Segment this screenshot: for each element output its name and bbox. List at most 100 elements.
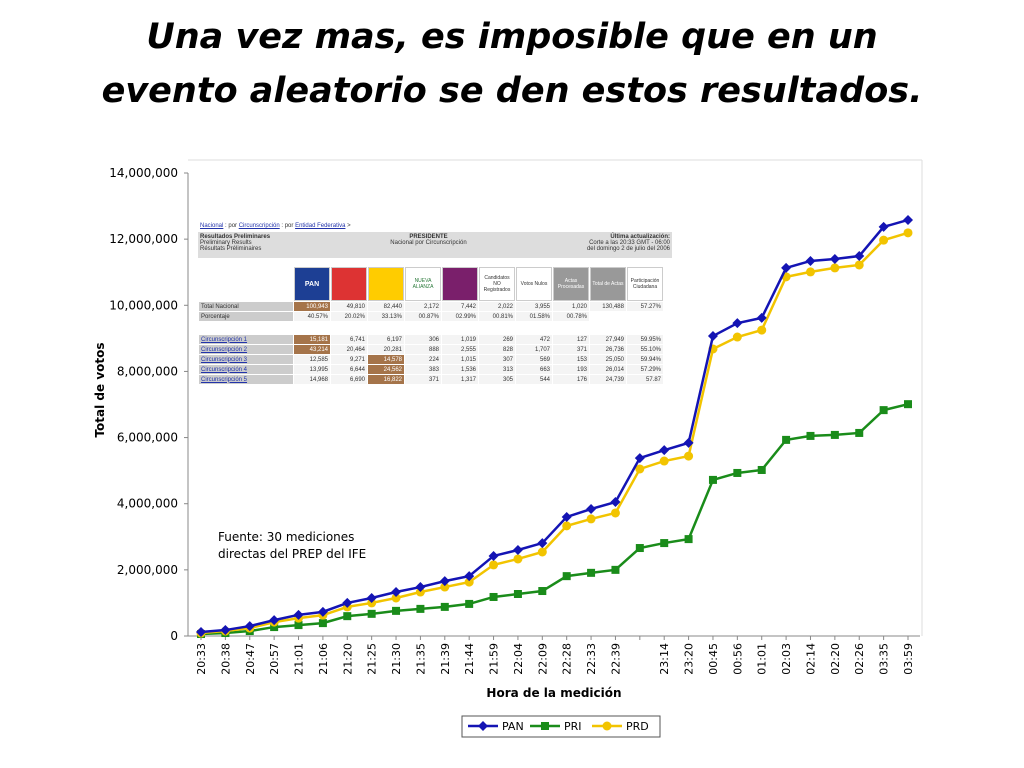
marker [879,235,889,245]
slide-title: evento aleatorio se den estos resultados… [102,71,923,111]
cell: 82,440 [368,302,404,311]
cell: 6,690 [331,375,367,384]
marker [440,602,449,611]
cell: 59.95% [627,335,663,344]
marker [781,262,792,273]
marker [244,621,255,632]
marker [660,539,669,548]
marker [342,597,353,608]
y-tick-label: 0 [170,629,178,643]
column-header: NUEVA ALIANZA [405,267,441,301]
cell: 00.81% [479,312,515,321]
column-header: Participación Ciudadana [627,267,663,301]
x-tick-label: 00:56 [731,643,744,675]
column-header: Candidatos NO Registrados [479,267,515,301]
x-tick-label: 01:01 [756,643,769,675]
cell: 828 [479,345,515,354]
x-axis-title: Hora de la medición [486,686,621,700]
marker [586,514,596,524]
header-text: Résultats Préliminaires [200,246,262,252]
marker [733,468,742,477]
cell: 24,562 [368,365,404,374]
cell: 127 [553,335,589,344]
column-header: Actas Procesadas [553,267,589,301]
x-tick-label: 23:20 [683,643,696,675]
marker [269,615,280,626]
marker [610,508,620,518]
marker [562,572,571,581]
cell: 43,214 [294,345,330,354]
cell: 224 [405,355,441,364]
column-header [368,267,404,301]
column-header [331,267,367,301]
y-tick-label: 12,000,000 [109,232,178,246]
cell: 3,955 [516,302,552,311]
marker [611,565,620,574]
x-tick-label: 21:44 [463,643,476,675]
legend-box [461,715,661,738]
series-line [200,402,909,636]
header-text: PRESIDENTE [409,234,448,240]
cell: 9,271 [331,355,367,364]
cell: 24,739 [590,375,626,384]
marker [878,221,889,232]
x-tick-label: 22:04 [512,643,525,675]
header-text: Resultados Preliminares [200,234,271,240]
legend-label: PRI [564,720,582,733]
marker [343,612,352,621]
x-tick-label: 21:20 [341,643,354,675]
cell: 1,536 [442,365,478,374]
cell: 16,822 [368,375,404,384]
cell: 130,488 [590,302,626,311]
marker [318,619,327,628]
x-tick-label: 02:03 [780,643,793,675]
x-tick-label: 20:38 [219,643,232,675]
cell: 7,442 [442,302,478,311]
prep-table-image: Nacional : por Circunscripción : por Ent… [198,220,672,426]
cell: 27,949 [590,335,626,344]
marker [537,547,547,557]
table-row: Circunscripción 3 12,585 9,271 14,578 224 1,0… [199,355,663,364]
breadcrumb-item: Circunscripción [238,223,280,229]
cell: 2,172 [405,302,441,311]
cell: 544 [516,375,552,384]
results-table: PAN NUEVA ALIANZA Candidatos NO Registrado… [198,266,664,385]
cell: 6,741 [331,335,367,344]
marker [782,435,791,444]
marker [830,263,840,273]
cell: 57.29% [627,365,663,374]
column-header [442,267,478,301]
y-tick-label: 10,000,000 [109,298,178,312]
cell: 269 [479,335,515,344]
y-tick-label: 8,000,000 [117,364,178,378]
x-tick-label: 02:14 [804,643,817,675]
cell: 153 [553,355,589,364]
marker [538,587,547,596]
cell: 888 [405,345,441,354]
marker [879,406,888,415]
cell: 20,464 [331,345,367,354]
x-tick-label: 03:35 [878,643,891,675]
cell: 383 [405,365,441,374]
marker [829,253,840,264]
x-tick-label: 22:33 [585,643,598,675]
marker [439,576,450,587]
y-tick-label: 2,000,000 [117,563,178,577]
slide-title: Una vez mas, es imposible que en un [146,17,877,57]
marker [903,228,913,238]
row-label: Total Nacional [199,302,293,311]
marker [196,627,206,638]
marker [220,625,231,636]
table-row: Circunscripción 5 14,968 6,690 16,822 371 1,3… [199,375,663,384]
cell: 00.78% [553,312,589,321]
header-text: Preliminary Results [200,240,252,246]
x-tick-label: 20:47 [244,643,257,675]
marker [659,445,670,456]
x-tick-label: 00:45 [707,643,720,675]
cell: 306 [405,335,441,344]
column-header: Total de Actas [590,267,626,301]
marker [634,453,645,464]
row-label: Porcentaje [199,312,293,321]
column-header: PAN [294,267,330,301]
